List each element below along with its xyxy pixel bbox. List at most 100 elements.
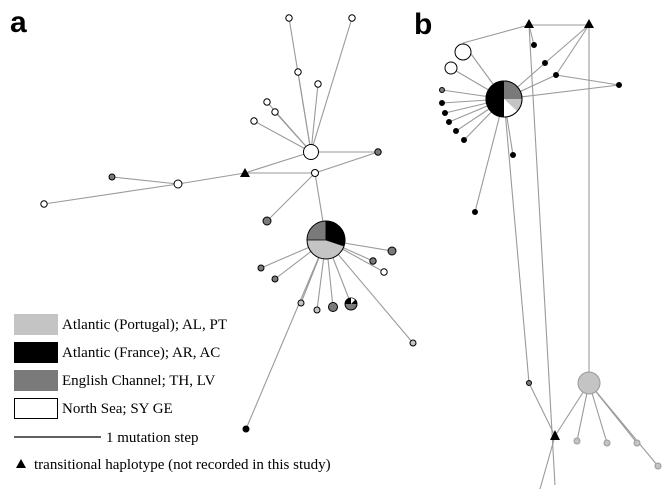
haplotype-node: [453, 128, 459, 134]
haplotype-node: [380, 268, 388, 276]
haplotype-node-portugal-hub: [577, 371, 601, 395]
panel-a-network: [40, 14, 417, 433]
panel-label-b: b: [414, 8, 432, 41]
legend-label-france: Atlantic (France); AR, AC: [62, 345, 220, 361]
haplotype-node: [472, 209, 478, 215]
haplotype-node: [461, 137, 467, 143]
haplotype-node: [542, 60, 548, 66]
edge: [555, 24, 590, 76]
panel-b-edges: [441, 24, 659, 489]
edge: [528, 382, 556, 437]
edge: [474, 98, 505, 213]
haplotype-node: [173, 179, 183, 189]
transitional-haplotype-triangle: [550, 430, 560, 440]
haplotype-pie-b-main: [485, 80, 523, 118]
haplotype-pie-small: [344, 297, 358, 311]
haplotype-node: [446, 119, 452, 125]
haplotype-pie-main: [306, 220, 346, 260]
edge: [310, 83, 319, 153]
haplotype-node: [40, 200, 48, 208]
panel-a-nodes: [40, 14, 417, 433]
edge: [111, 176, 179, 185]
edge: [245, 239, 327, 430]
pie-slice-channel: [306, 220, 327, 241]
mutation-step-label: 1 mutation step: [106, 430, 199, 446]
haplotype-node: [263, 98, 271, 106]
legend: Atlantic (Portugal); AL, PT Atlantic (Fr…: [14, 314, 331, 473]
haplotype-node: [654, 462, 662, 470]
panel-b-network: [439, 19, 662, 489]
haplotype-node: [573, 437, 581, 445]
haplotype-node: [348, 14, 356, 22]
legend-swatch-north-sea: [14, 398, 58, 419]
legend-label-channel: English Channel; TH, LV: [62, 373, 216, 389]
legend-swatch-portugal: [14, 314, 58, 335]
haplotype-node: [271, 108, 279, 116]
haplotype-node: [444, 61, 458, 75]
haplotype-node: [439, 87, 445, 93]
haplotype-node: [311, 169, 319, 177]
edge: [310, 17, 353, 153]
panel-label-a: a: [10, 6, 27, 39]
haplotype-node: [313, 306, 321, 314]
haplotype-node: [257, 264, 265, 272]
edge: [544, 24, 590, 64]
edge: [503, 98, 530, 384]
pie-slice-france: [325, 220, 346, 247]
haplotype-node: [439, 100, 445, 106]
haplotype-node: [531, 42, 537, 48]
transitional-haplotype-triangle: [240, 168, 250, 177]
pie-slice-channel: [504, 81, 522, 99]
edge: [244, 151, 312, 174]
pie-slice-north-sea: [351, 298, 355, 304]
haplotype-node: [242, 425, 250, 433]
haplotype-node: [553, 72, 559, 78]
haplotype-node: [328, 302, 338, 312]
pie-slice-portugal: [504, 99, 522, 111]
edge: [314, 151, 379, 174]
edge: [43, 183, 179, 205]
edge: [588, 382, 659, 467]
edge: [555, 74, 620, 86]
haplotype-node: [108, 173, 116, 181]
panel-a-edges: [43, 17, 414, 430]
edge: [528, 24, 556, 486]
pie-outline: [485, 80, 523, 118]
haplotype-node: [271, 275, 279, 283]
edge: [177, 172, 246, 185]
haplotype-node: [297, 299, 305, 307]
edge: [539, 435, 556, 489]
haplotype-node: [603, 439, 611, 447]
legend-label-north-sea: North Sea; SY GE: [62, 401, 173, 417]
edge: [462, 24, 530, 44]
transitional-haplotype-triangle: [524, 19, 534, 28]
legend-swatch-france: [14, 342, 58, 363]
haplotype-node: [526, 380, 532, 386]
haplotype-node: [409, 339, 417, 347]
haplotype-node: [262, 216, 272, 226]
haplotype-node: [314, 80, 322, 88]
edge: [325, 239, 414, 344]
haplotype-node: [374, 148, 382, 156]
haplotype-node-north-sea-hub: [303, 144, 319, 160]
edge: [528, 24, 535, 46]
legend-label-portugal: Atlantic (Portugal); AL, PT: [62, 317, 227, 333]
edge: [503, 84, 620, 100]
haplotype-node: [294, 68, 302, 76]
haplotype-node: [442, 110, 448, 116]
haplotype-node: [616, 82, 622, 88]
haplotype-node: [510, 152, 516, 158]
edge: [297, 71, 312, 153]
haplotype-node: [369, 257, 377, 265]
haplotype-node: [633, 439, 641, 447]
haplotype-node: [285, 14, 293, 22]
transitional-legend-triangle-icon: [16, 459, 26, 468]
haplotype-node: [387, 246, 397, 256]
transitional-label: transitional haplotype (not recorded in …: [34, 457, 331, 473]
panel-b-nodes: [439, 19, 662, 470]
edge: [274, 111, 312, 153]
haplotype-node: [454, 43, 472, 61]
transitional-haplotype-triangle: [584, 19, 594, 28]
haplotype-node: [250, 117, 258, 125]
